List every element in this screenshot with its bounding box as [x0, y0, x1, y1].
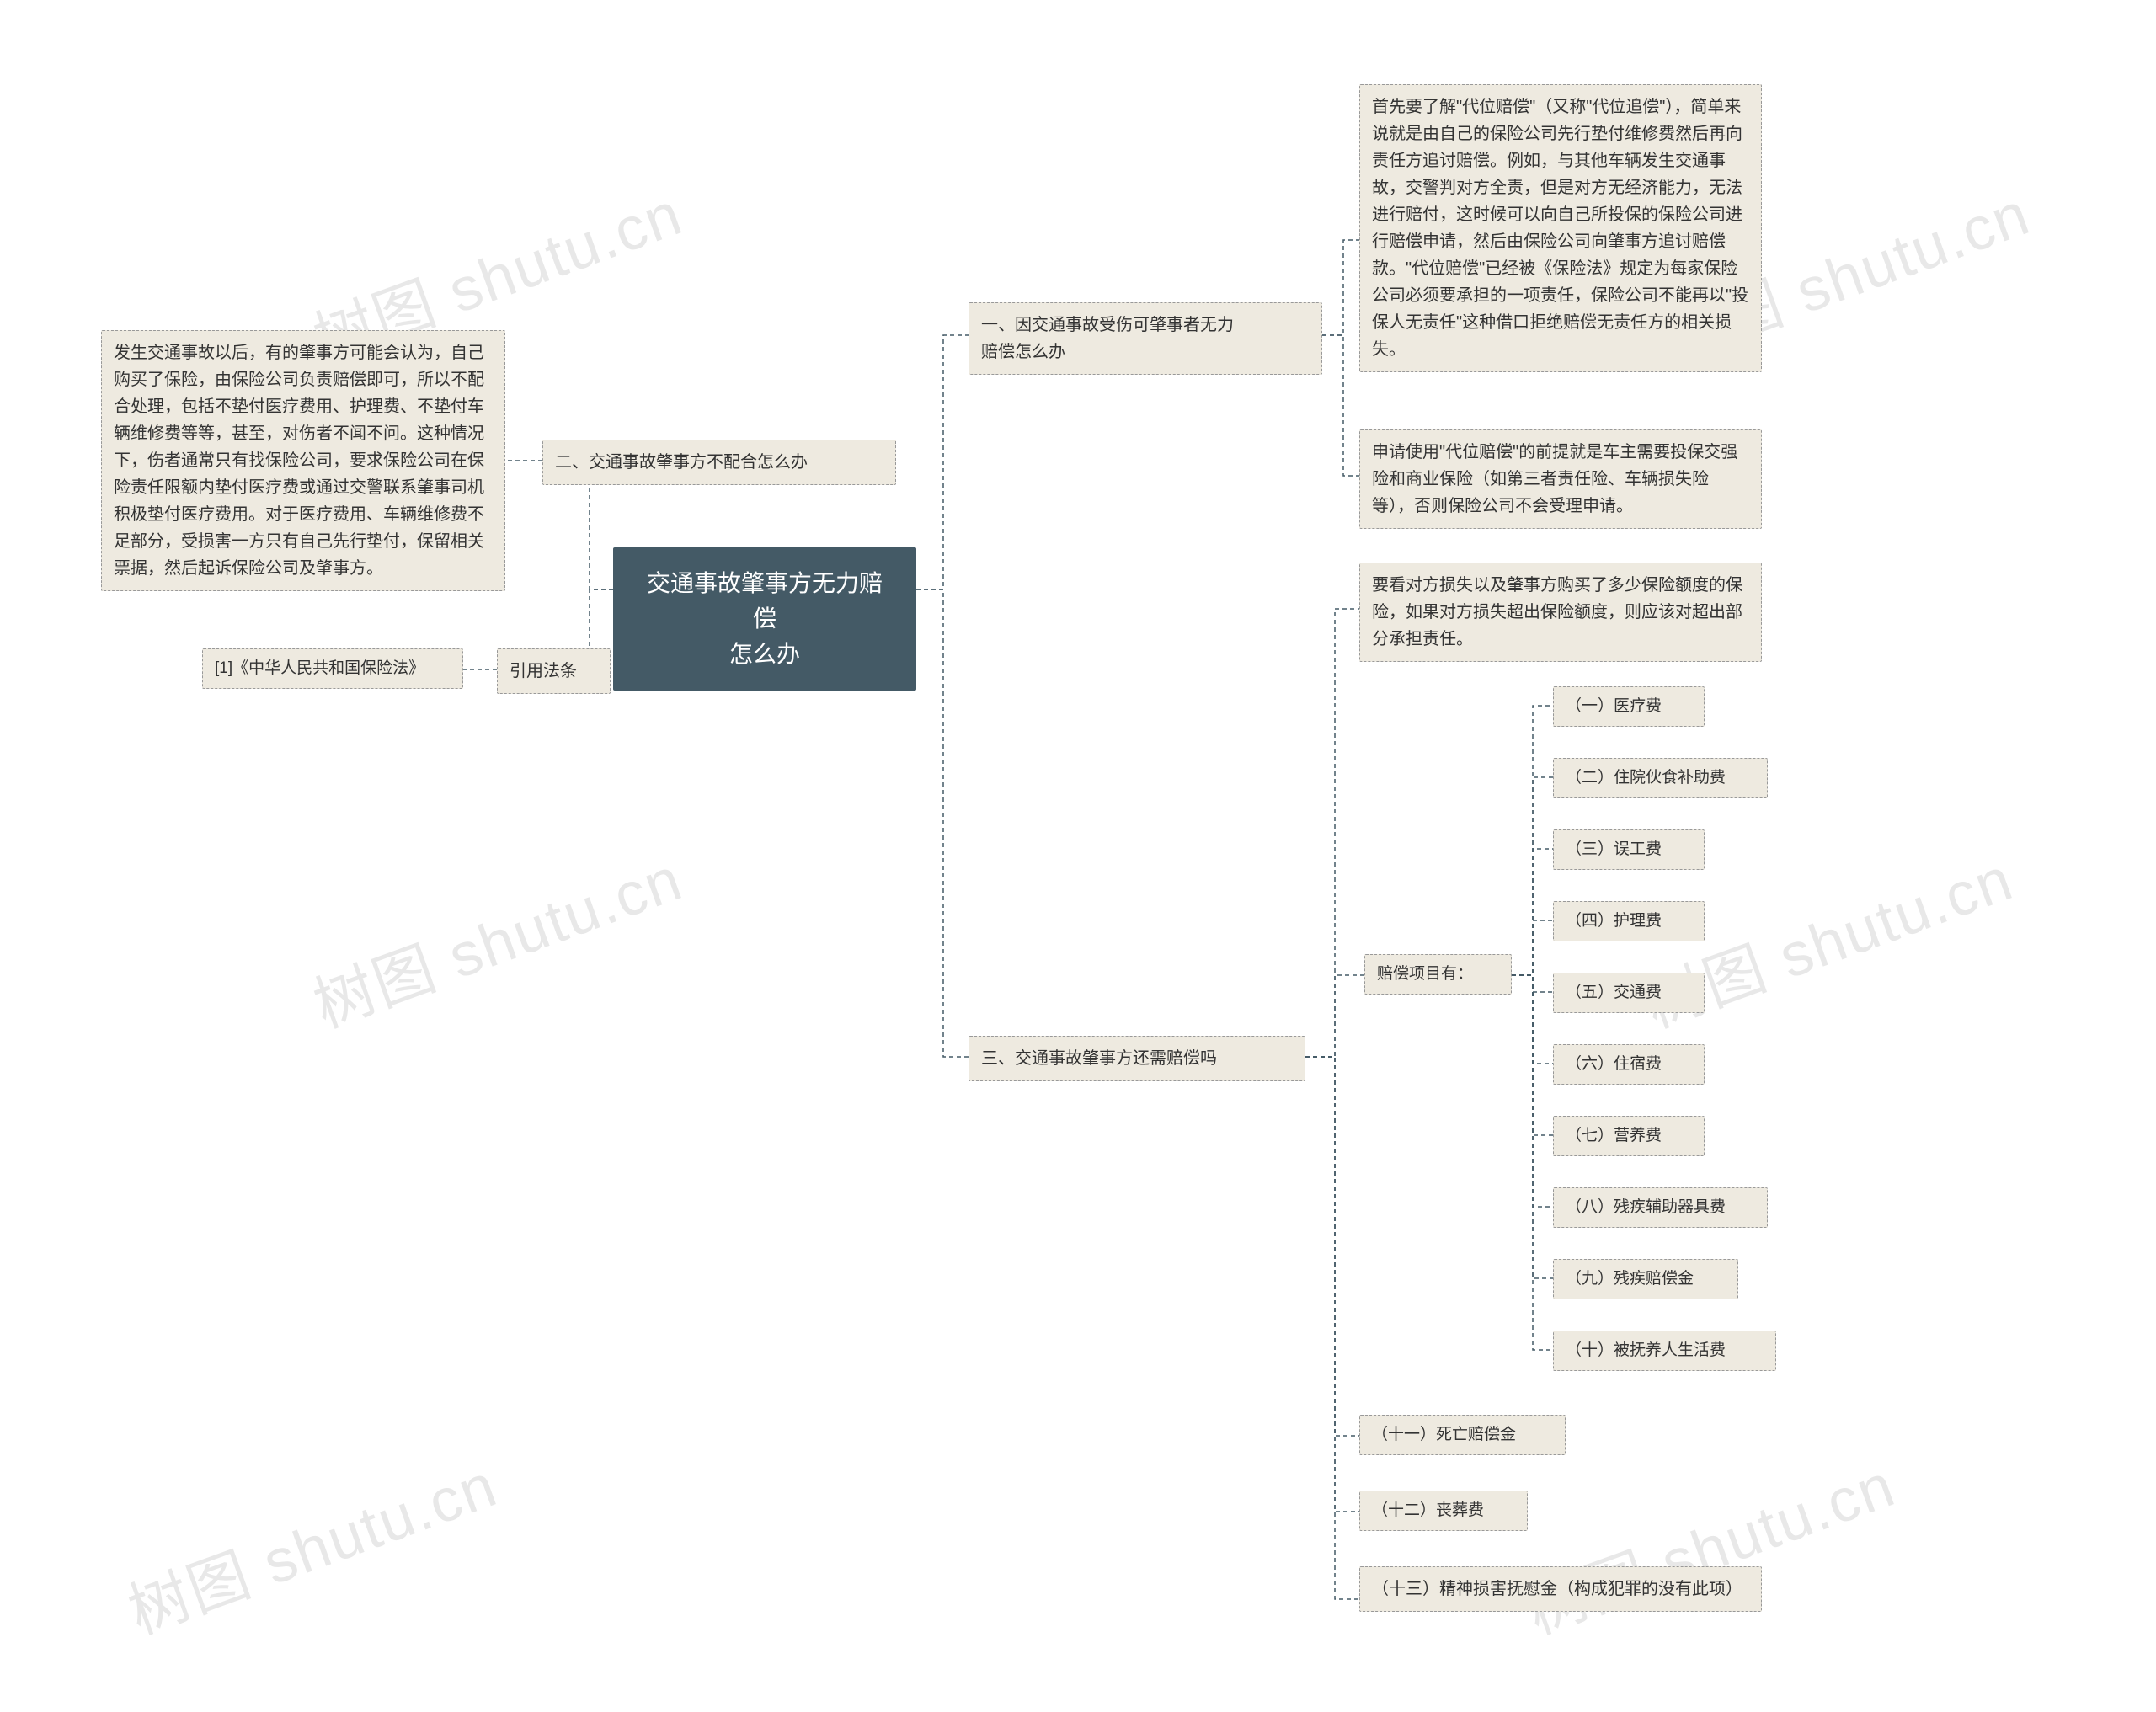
watermark: 树图 shutu.cn [115, 1436, 507, 1651]
branch-2-leaf[interactable]: 发生交通事故以后，有的肇事方可能会认为，自己购买了保险，由保险公司负责赔偿即可，… [101, 330, 505, 591]
branch-1-child-1[interactable]: 首先要了解"代位赔偿"（又称"代位追偿"），简单来说就是由自己的保险公司先行垫付… [1359, 84, 1762, 372]
branch-3-child-3[interactable]: （十一）死亡赔偿金 [1359, 1415, 1566, 1455]
comp-item-5[interactable]: （五）交通费 [1553, 973, 1705, 1013]
comp-item-4[interactable]: （四）护理费 [1553, 901, 1705, 941]
comp-item-10[interactable]: （十）被抚养人生活费 [1553, 1331, 1776, 1371]
comp-item-9[interactable]: （九）残疾赔偿金 [1553, 1259, 1738, 1299]
connectors-layer [0, 0, 2156, 1712]
branch-4[interactable]: 引用法条 [497, 648, 611, 694]
branch-2[interactable]: 二、交通事故肇事方不配合怎么办 [542, 440, 896, 485]
comp-item-2[interactable]: （二）住院伙食补助费 [1553, 758, 1768, 798]
branch-3-child-1[interactable]: 要看对方损失以及肇事方购买了多少保险额度的保险，如果对方损失超出保险额度，则应该… [1359, 563, 1762, 662]
branch-3-child-2[interactable]: 赔偿项目有： [1364, 954, 1512, 995]
branch-1[interactable]: 一、因交通事故受伤可肇事者无力赔偿怎么办 [969, 302, 1322, 375]
branch-3-child-5[interactable]: （十三）精神损害抚慰金（构成犯罪的没有此项） [1359, 1566, 1762, 1612]
branch-4-leaf[interactable]: [1]《中华人民共和国保险法》 [202, 648, 463, 689]
comp-item-6[interactable]: （六）住宿费 [1553, 1044, 1705, 1085]
comp-item-8[interactable]: （八）残疾辅助器具费 [1553, 1187, 1768, 1228]
branch-3[interactable]: 三、交通事故肇事方还需赔偿吗 [969, 1036, 1305, 1081]
center-node[interactable]: 交通事故肇事方无力赔偿怎么办 [613, 547, 916, 691]
watermark: 树图 shutu.cn [300, 829, 692, 1044]
branch-1-child-2[interactable]: 申请使用"代位赔偿"的前提就是车主需要投保交强险和商业保险（如第三者责任险、车辆… [1359, 429, 1762, 529]
comp-item-3[interactable]: （三）误工费 [1553, 829, 1705, 870]
watermark: 树图 shutu.cn [1513, 1436, 1905, 1651]
branch-3-child-4[interactable]: （十二）丧葬费 [1359, 1491, 1528, 1531]
comp-item-1[interactable]: （一）医疗费 [1553, 686, 1705, 727]
comp-item-7[interactable]: （七）营养费 [1553, 1116, 1705, 1156]
mindmap-canvas: 树图 shutu.cn 树图 shutu.cn 树图 shutu.cn 树图 s… [0, 0, 2156, 1712]
